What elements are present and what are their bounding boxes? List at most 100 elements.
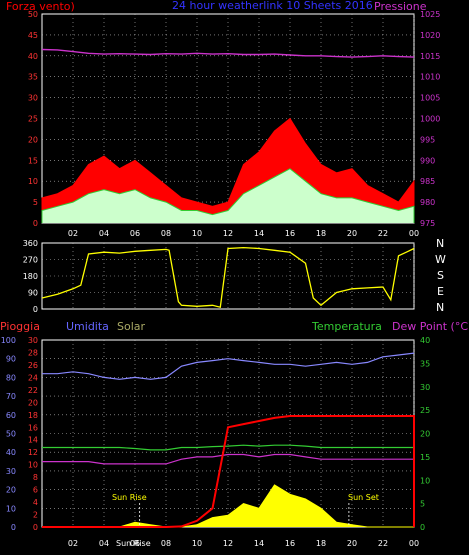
dewpoint-series [42, 453, 414, 465]
x-tick-label: 00 [409, 539, 419, 548]
humidity-tick-label: 70 [6, 392, 16, 401]
humidity-tick-label: 10 [6, 504, 16, 513]
humidity-series [42, 352, 415, 380]
compass-label: E [437, 285, 444, 298]
rain-tick-label: 10 [28, 461, 38, 470]
humidity-tick-label: 100 [1, 336, 16, 345]
x-tick-label: 08 [161, 229, 171, 238]
y-tick-label-right: 1010 [420, 73, 440, 82]
compass-label: N [436, 301, 444, 314]
x-tick-label: 04 [99, 539, 109, 548]
x-tick-label: 22 [378, 539, 388, 548]
x-tick-label: 08 [161, 539, 171, 548]
humidity-tick-label: 50 [6, 430, 16, 439]
x-tick-label: 06 [130, 229, 140, 238]
rain-tick-label: 2 [33, 511, 38, 520]
y-tick-label: 180 [23, 272, 38, 281]
y-tick-label: 35 [28, 73, 38, 82]
temperature-tick-label: 30 [420, 383, 430, 392]
rain-tick-label: 24 [28, 373, 38, 382]
y-tick-label: 50 [28, 10, 38, 19]
temperature-tick-label: 15 [420, 453, 430, 462]
compass-label: W [435, 253, 446, 266]
rain-tick-label: 28 [28, 348, 38, 357]
x-tick-label: 04 [99, 229, 109, 238]
humidity-tick-label: 90 [6, 355, 16, 364]
temperature-tick-label: 20 [420, 430, 430, 439]
temperature-tick-label: 10 [420, 476, 430, 485]
y-tick-label-right: 990 [420, 156, 435, 165]
y-tick-label: 270 [23, 256, 38, 265]
solar-series [42, 484, 414, 528]
y-tick-label: 40 [28, 52, 38, 61]
y-tick-label-right: 1000 [420, 115, 440, 124]
y-tick-label-right: 1025 [420, 10, 440, 19]
wind-direction-series [41, 246, 415, 309]
rain-tick-label: 0 [33, 523, 38, 532]
x-tick-label: 14 [254, 229, 264, 238]
x-tick-label: 10 [192, 539, 202, 548]
x-tick-label: 06 [130, 539, 140, 548]
y-tick-label: 0 [33, 305, 38, 314]
x-tick-label: 16 [285, 229, 295, 238]
y-tick-label: 360 [23, 239, 38, 248]
sunrise-label: Sun Rise [112, 493, 147, 502]
pressure-label: Pressione [374, 0, 427, 13]
y-tick-label: 0 [33, 219, 38, 228]
solar-label: Solar [117, 320, 146, 333]
wind-speed-series [41, 168, 415, 223]
humidity-tick-label: 0 [11, 523, 16, 532]
x-tick-label: 18 [316, 539, 326, 548]
temperature-tick-label: 5 [420, 500, 425, 509]
rain-tick-label: 18 [28, 411, 38, 420]
humidity-tick-label: 30 [6, 467, 16, 476]
sunrise-note: Sun Rise [116, 539, 151, 548]
rain-tick-label: 14 [28, 436, 38, 445]
x-tick-label: 12 [223, 539, 233, 548]
rain-tick-label: 16 [28, 423, 38, 432]
x-tick-label: 02 [68, 539, 78, 548]
rain-tick-label: 12 [28, 448, 38, 457]
rain-tick-label: 6 [33, 486, 38, 495]
temperature-tick-label: 0 [420, 523, 425, 532]
humidity-tick-label: 60 [6, 411, 16, 420]
y-tick-label-right: 985 [420, 177, 435, 186]
x-tick-label: 02 [68, 229, 78, 238]
temperature-tick-label: 40 [420, 336, 430, 345]
x-tick-label: 22 [378, 229, 388, 238]
y-tick-label: 15 [28, 156, 38, 165]
y-tick-label-right: 995 [420, 135, 435, 144]
compass-label: S [437, 269, 444, 282]
y-tick-label: 10 [28, 177, 38, 186]
rain-tick-label: 8 [33, 473, 38, 482]
y-tick-label-right: 975 [420, 219, 435, 228]
x-tick-label: 20 [347, 539, 357, 548]
rain-tick-label: 26 [28, 361, 38, 370]
y-tick-label: 5 [33, 198, 38, 207]
x-tick-label: 20 [347, 229, 357, 238]
humidity-tick-label: 40 [6, 448, 16, 457]
temperature-series [42, 444, 414, 451]
y-tick-label-right: 1015 [420, 52, 440, 61]
humidity-tick-label: 20 [6, 486, 16, 495]
x-tick-label: 18 [316, 229, 326, 238]
y-tick-label-right: 980 [420, 198, 435, 207]
y-tick-label: 25 [28, 115, 38, 124]
x-tick-label: 12 [223, 229, 233, 238]
x-tick-label: 16 [285, 539, 295, 548]
y-tick-label: 30 [28, 94, 38, 103]
y-tick-label: 20 [28, 135, 38, 144]
y-tick-label-right: 1005 [420, 94, 440, 103]
rain-tick-label: 22 [28, 386, 38, 395]
sunset-label: Sun Set [348, 493, 379, 502]
temperature-tick-label: 35 [420, 359, 430, 368]
wind-pressure-panel: 0510152025303540455097598098599099510001… [28, 10, 441, 238]
rain-tick-label: 30 [28, 336, 38, 345]
y-tick-label-right: 1020 [420, 31, 440, 40]
y-tick-label: 90 [28, 289, 38, 298]
humidity-label: Umidita [66, 320, 109, 333]
chart-title: 24 hour weatherlink 10 Sheets 2016 [172, 0, 373, 12]
dewpoint-label: Dew Point (°C) [392, 320, 469, 333]
wind-direction-panel: 0 90 180 270 360 [23, 239, 415, 314]
